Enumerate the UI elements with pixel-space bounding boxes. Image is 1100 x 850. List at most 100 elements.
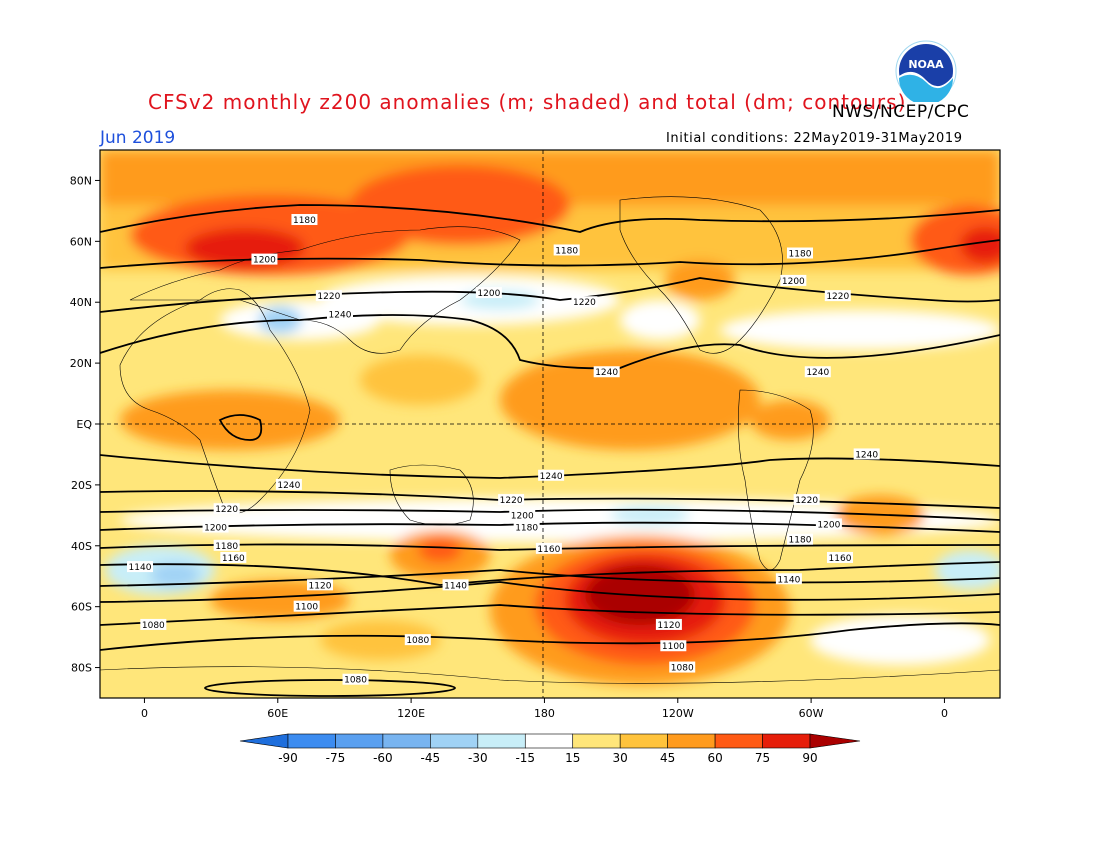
colorbar-level-label: -30 [468,751,488,765]
contour-label: 1080 [342,673,369,686]
lon-tick-label: 60E [267,707,288,720]
contour-label: 1200 [251,253,278,266]
contour-label: 1220 [571,296,598,308]
lat-tick-label: 20N [70,357,92,370]
colorbar-swatch [477,733,526,749]
lon-tick-label: 120W [662,707,694,720]
colorbar-swatch [335,733,384,749]
contour-label-text: 1080 [406,636,429,646]
contour-labels: 1180 1200 1180 1180 1200 1220 1200 1220 1220 1240… [127,214,880,686]
colorbar-swatch [572,733,621,749]
contour-label-text: 1180 [215,542,238,552]
contour-label: 1240 [538,469,565,482]
lon-tick-label: 60W [799,707,824,720]
contour-label: 1180 [213,539,240,552]
contour-label-text: 1160 [829,554,852,564]
contour-label: 1200 [202,521,229,534]
contour-label-text: 1180 [789,536,812,546]
contour-label-text: 1220 [215,505,238,515]
contour-label: 1180 [513,521,540,534]
colorbar-swatch [762,733,811,749]
contour-label-text: 1140 [444,581,467,591]
colorbar-arrow-low [239,733,289,749]
lon-tick-label: 0 [941,707,948,720]
contour-label: 1100 [660,640,687,652]
contour-label: 1200 [815,518,842,530]
contour-label-text: 1080 [142,621,165,631]
contour-label-text: 1200 [477,289,500,299]
contour-label-text: 1240 [329,310,352,320]
lon-tick-label: 120E [397,707,425,720]
colorbar-level-label: 45 [660,751,675,765]
lat-tick-label: 40N [70,296,92,309]
contour-label: 1140 [127,561,153,573]
contour-label-text: 1080 [671,664,694,674]
colorbar-level-label: -45 [421,751,441,765]
contour-label: 1240 [593,366,620,378]
contour-label: 1160 [535,542,562,555]
chart-title: CFSv2 monthly z200 anomalies (m; shaded)… [148,90,907,114]
contour-label-text: 1200 [782,277,805,287]
contour-label-text: 1120 [657,621,680,631]
colorbar-arrow-high [809,733,861,749]
contour-label: 1140 [442,579,469,591]
colorbar-level-label: -75 [326,751,346,765]
contour-label-text: 1200 [253,256,276,266]
contour-label: 1080 [140,618,167,631]
contour-label-text: 1180 [515,524,538,534]
contour-label-text: 1240 [277,481,300,491]
colorbar-level-label: -60 [373,751,393,765]
contour-label: 1240 [853,448,880,460]
contour-label-text: 1100 [295,603,318,613]
lat-tick-label: 60N [70,235,92,248]
colorbar-swatch [524,733,574,749]
contour-label: 1180 [291,214,318,226]
contour-label: 1100 [293,600,320,613]
coastlines [100,196,1000,684]
noaa-logo-icon: NOAA [895,40,957,102]
contour-label: 1120 [307,579,333,591]
contour-label: 1180 [553,244,580,256]
logo-text: NOAA [908,58,944,71]
contour-label-text: 1160 [537,545,560,555]
contour-label-text: 1120 [309,581,332,591]
colorbar-level-label: 15 [565,751,580,765]
contour-label: 1080 [669,661,696,674]
contour-label: 1180 [787,247,813,260]
contour-label: 1240 [804,366,831,378]
map-plot-area: 1180 1200 1180 1180 1200 1220 1200 1220 1220 1240… [100,150,1000,698]
contour-label: 1240 [275,478,302,491]
colorbar-level-label: 90 [802,751,817,765]
colorbar-swatch [619,733,668,749]
contour-label-text: 1180 [293,216,316,226]
contour-label: 1160 [827,551,853,564]
lon-tick-label: 0 [141,707,148,720]
colorbar-swatch [287,733,336,749]
contour-label-text: 1180 [555,246,578,256]
contour-label: 1220 [315,290,342,302]
contour-label-text: 1140 [777,575,800,585]
contour-label-text: 1240 [540,472,563,482]
longitude-axis: 0 60E 120E 180 120W 60W 0 [141,698,948,720]
colorbar-level-label: -90 [278,751,298,765]
colorbar-swatch [714,733,763,749]
colorbar-swatch [382,733,431,749]
latitude-axis: 80N 60N 40N 20N EQ 20S 40S 60S 80S [70,174,100,675]
contour-label: 1220 [213,503,240,515]
lat-tick-label: 60S [71,601,92,614]
contour-label-text: 1220 [795,496,818,506]
contour-label-text: 1080 [344,676,367,686]
contour-label: 1080 [404,634,431,646]
contour-label: 1220 [824,290,851,302]
contour-label: 1140 [775,573,802,585]
colorbar-swatch [667,733,716,749]
colorbar-level-label: 75 [755,751,770,765]
contour-label-text: 1140 [129,563,152,573]
lat-tick-label: 20S [71,479,92,492]
colorbar-level-label: 60 [707,751,722,765]
contour-label-text: 1100 [662,642,685,652]
contour-label: 1200 [780,274,807,287]
contour-label: 1220 [498,494,525,506]
contour-label: 1160 [220,551,247,564]
